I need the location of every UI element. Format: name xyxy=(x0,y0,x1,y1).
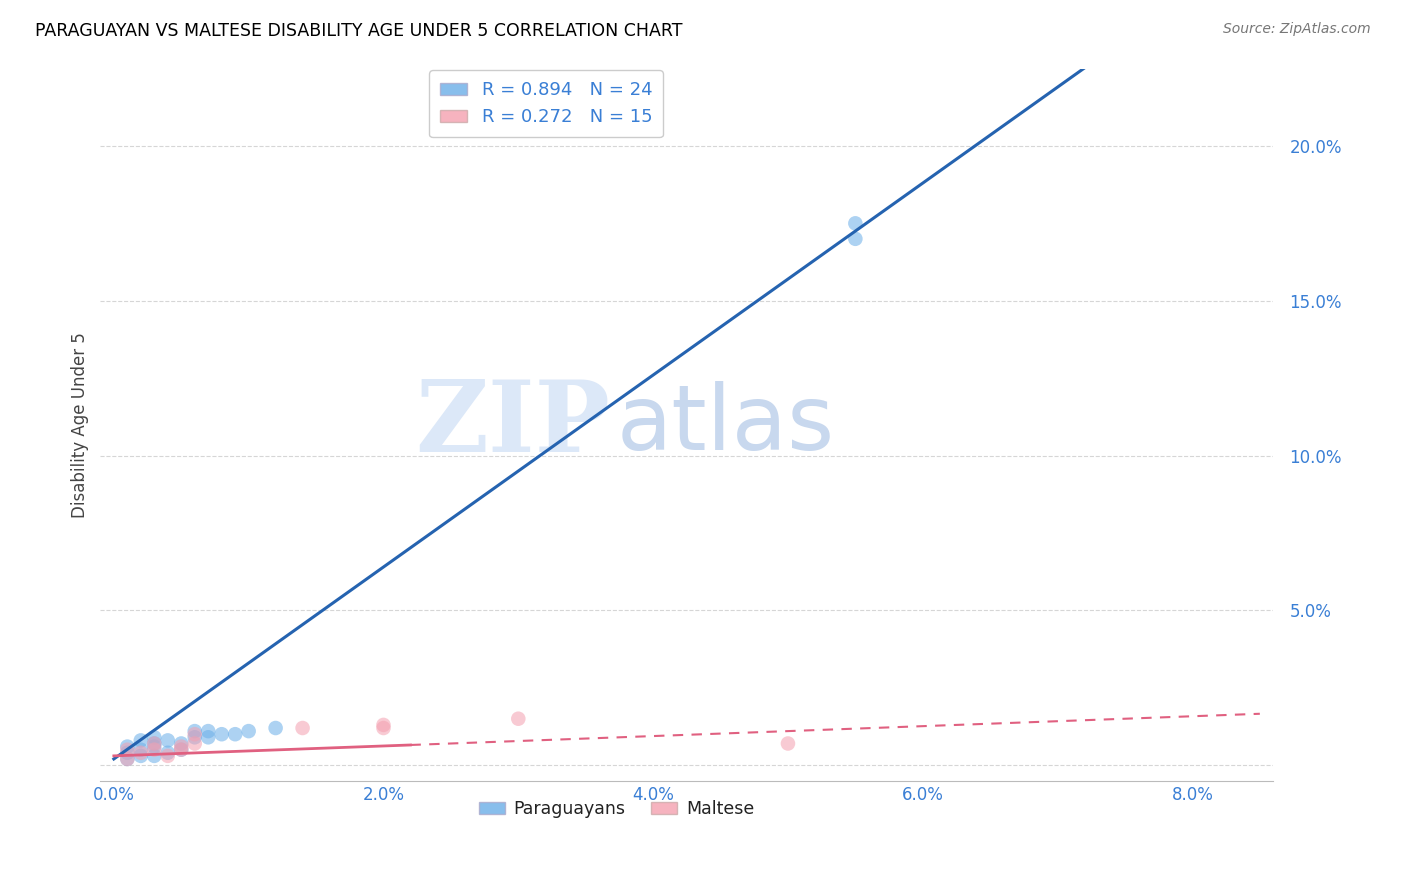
Point xyxy=(129,733,152,747)
Point xyxy=(129,746,152,760)
Point xyxy=(143,739,166,754)
Point xyxy=(117,742,139,756)
Point xyxy=(117,752,139,766)
Point xyxy=(156,733,179,747)
Point xyxy=(143,748,166,763)
Text: PARAGUAYAN VS MALTESE DISABILITY AGE UNDER 5 CORRELATION CHART: PARAGUAYAN VS MALTESE DISABILITY AGE UND… xyxy=(35,22,683,40)
Text: ZIP: ZIP xyxy=(416,376,610,473)
Point xyxy=(117,739,139,754)
Y-axis label: Disability Age Under 5: Disability Age Under 5 xyxy=(72,332,89,517)
Text: Source: ZipAtlas.com: Source: ZipAtlas.com xyxy=(1223,22,1371,37)
Point xyxy=(197,724,219,739)
Point xyxy=(170,737,193,751)
Point xyxy=(183,731,205,745)
Legend: Paraguayans, Maltese: Paraguayans, Maltese xyxy=(471,794,761,825)
Point xyxy=(183,727,205,741)
Point xyxy=(373,721,395,735)
Point xyxy=(197,731,219,745)
Point xyxy=(183,724,205,739)
Point xyxy=(224,727,246,741)
Point xyxy=(508,712,530,726)
Point xyxy=(117,746,139,760)
Point xyxy=(844,216,866,230)
Point xyxy=(156,748,179,763)
Point xyxy=(844,232,866,246)
Point xyxy=(238,724,260,739)
Point xyxy=(776,737,799,751)
Point xyxy=(170,742,193,756)
Point xyxy=(156,746,179,760)
Point xyxy=(170,739,193,754)
Point xyxy=(129,742,152,756)
Point xyxy=(373,718,395,732)
Point xyxy=(143,737,166,751)
Point xyxy=(264,721,287,735)
Point xyxy=(129,748,152,763)
Point xyxy=(143,731,166,745)
Text: atlas: atlas xyxy=(616,381,835,468)
Point xyxy=(211,727,233,741)
Point xyxy=(291,721,314,735)
Point xyxy=(170,742,193,756)
Point xyxy=(143,742,166,756)
Point xyxy=(143,737,166,751)
Point xyxy=(117,752,139,766)
Point xyxy=(183,737,205,751)
